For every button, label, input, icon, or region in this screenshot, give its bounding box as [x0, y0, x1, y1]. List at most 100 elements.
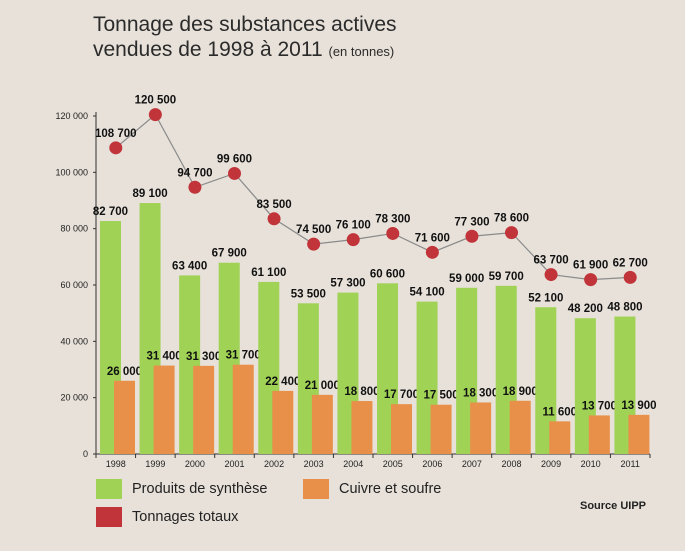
value-label-totaux: 120 500 — [135, 95, 177, 107]
point-totaux — [346, 233, 360, 247]
value-label-cuivre: 31 400 — [146, 351, 181, 363]
value-label-cuivre: 31 700 — [226, 350, 261, 362]
value-label-synthese: 52 100 — [528, 292, 563, 304]
value-label-synthese: 67 900 — [212, 248, 247, 260]
bar-cuivre — [430, 404, 452, 454]
x-tick-label: 2011 — [621, 459, 640, 469]
bar-cuivre — [114, 380, 135, 454]
value-label-synthese: 63 400 — [172, 260, 207, 272]
value-label-totaux: 61 900 — [573, 260, 608, 272]
x-tick-label: 2000 — [185, 459, 205, 469]
bar-cuivre — [311, 394, 333, 454]
point-totaux — [109, 141, 123, 155]
bar-cuivre — [232, 364, 254, 454]
bar-synthese — [535, 307, 557, 454]
point-totaux — [505, 226, 518, 240]
value-label-cuivre: 18 800 — [344, 386, 379, 398]
point-totaux — [544, 268, 558, 282]
x-tick-label: 2007 — [462, 459, 482, 469]
x-tick-label: 1999 — [145, 459, 165, 469]
x-tick-label: 2004 — [343, 459, 363, 469]
title-unit: (en tonnes) — [328, 44, 395, 59]
value-label-cuivre: 26 000 — [107, 366, 142, 378]
y-tick-label: 40 000 — [60, 336, 88, 346]
value-label-synthese: 82 700 — [93, 206, 128, 218]
point-totaux — [307, 237, 321, 251]
value-label-totaux: 63 700 — [533, 255, 568, 267]
point-totaux — [425, 245, 439, 259]
line-totaux — [115, 113, 631, 281]
point-totaux — [386, 226, 400, 240]
x-tick-label: 2009 — [541, 459, 561, 469]
bar-cuivre — [588, 415, 610, 454]
value-label-synthese: 54 100 — [409, 287, 444, 299]
value-label-synthese: 48 800 — [607, 302, 642, 314]
bar-cuivre — [470, 402, 492, 454]
value-label-cuivre: 21 000 — [305, 380, 340, 392]
bar-cuivre — [351, 401, 373, 454]
value-label-cuivre: 13 700 — [582, 400, 617, 412]
value-label-synthese: 61 100 — [251, 267, 286, 279]
y-tick-label: 120 000 — [55, 111, 88, 121]
value-label-synthese: 89 100 — [132, 188, 167, 200]
title-line-1: Tonnage des substances actives — [93, 13, 397, 36]
value-label-totaux: 74 500 — [296, 224, 331, 236]
value-label-totaux: 83 500 — [256, 199, 291, 211]
chart-title: Tonnage des substances actives vendues d… — [93, 12, 397, 64]
value-label-cuivre: 17 700 — [384, 389, 419, 401]
legend-swatch-synthese — [96, 479, 122, 499]
title-line-2-text: vendues de 1998 à 2011 — [93, 38, 323, 61]
bar-cuivre — [628, 414, 650, 454]
value-label-totaux: 99 600 — [217, 153, 252, 165]
x-tick-label: 2010 — [581, 459, 601, 469]
x-tick-label: 2008 — [501, 459, 521, 469]
value-label-synthese: 59 000 — [449, 273, 484, 285]
x-tick-label: 1998 — [106, 459, 126, 469]
point-totaux — [228, 166, 241, 180]
x-tick-label: 2006 — [422, 459, 442, 469]
y-tick-label: 60 000 — [60, 280, 88, 290]
legend-item-synthese: Produits de synthèse — [96, 479, 267, 499]
legend-item-cuivre: Cuivre et soufre — [303, 479, 441, 499]
value-label-totaux: 94 700 — [177, 167, 212, 179]
value-label-cuivre: 11 600 — [543, 406, 578, 418]
y-tick-label: 0 — [83, 449, 88, 459]
bar-cuivre — [391, 404, 412, 454]
title-line-2: vendues de 1998 à 2011 (en tonnes) — [93, 37, 397, 64]
y-tick-label: 20 000 — [60, 393, 88, 403]
legend-swatch-totaux — [96, 507, 122, 527]
point-totaux — [148, 108, 162, 122]
legend-item-totaux: Tonnages totaux — [96, 507, 238, 527]
source-note: Source UIPP — [580, 500, 647, 512]
point-totaux — [584, 273, 598, 287]
value-label-totaux: 76 100 — [336, 220, 371, 232]
value-label-cuivre: 31 300 — [186, 351, 221, 363]
value-label-cuivre: 13 900 — [621, 400, 656, 412]
bar-cuivre — [272, 390, 294, 454]
bar-cuivre — [153, 365, 175, 454]
value-label-synthese: 59 700 — [489, 271, 524, 283]
legend-label-cuivre: Cuivre et soufre — [339, 481, 442, 497]
legend-label-totaux: Tonnages totaux — [132, 509, 239, 525]
value-label-totaux: 78 300 — [375, 213, 410, 225]
legend-swatch-cuivre — [303, 479, 329, 499]
y-tick-label: 100 000 — [55, 167, 88, 177]
value-label-synthese: 60 600 — [370, 268, 405, 280]
value-label-synthese: 48 200 — [568, 303, 603, 315]
x-tick-label: 2001 — [224, 459, 244, 469]
value-label-totaux: 78 600 — [494, 213, 529, 225]
point-totaux — [623, 270, 637, 284]
bar-cuivre — [549, 421, 571, 454]
value-label-synthese: 53 500 — [291, 288, 326, 300]
value-label-synthese: 57 300 — [330, 278, 365, 290]
x-tick-label: 2003 — [304, 459, 324, 469]
value-label-cuivre: 18 300 — [463, 387, 498, 399]
value-label-totaux: 108 700 — [95, 128, 137, 140]
value-label-cuivre: 17 500 — [423, 390, 458, 402]
x-tick-label: 2002 — [264, 459, 284, 469]
y-tick-label: 80 000 — [60, 224, 88, 234]
value-label-totaux: 62 700 — [613, 257, 648, 269]
bar-cuivre — [509, 400, 531, 454]
value-label-cuivre: 22 400 — [265, 376, 300, 388]
legend-label-synthese: Produits de synthèse — [132, 481, 268, 497]
